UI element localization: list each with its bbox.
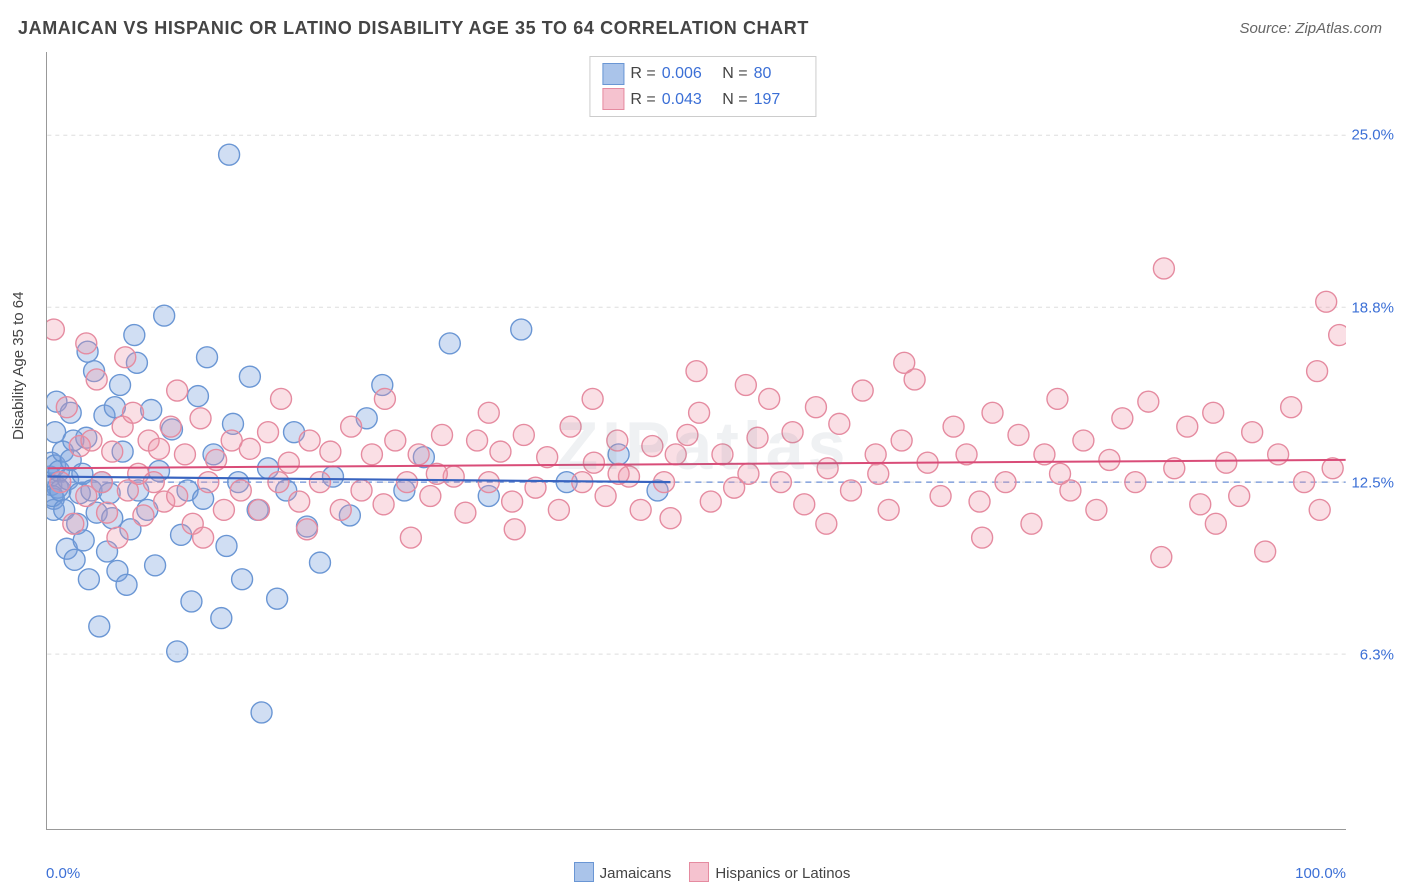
plot-area (46, 52, 1346, 830)
chart-title: JAMAICAN VS HISPANIC OR LATINO DISABILIT… (18, 18, 809, 39)
legend-swatch (602, 63, 624, 85)
scatter-svg (47, 52, 1346, 829)
legend-series-label: Hispanics or Latinos (715, 865, 850, 882)
legend-row: R = 0.006 N =80 (602, 61, 803, 87)
legend-r-value: 0.006 (662, 61, 712, 87)
legend-r-label: R = (630, 61, 655, 87)
legend-n-value: 197 (754, 87, 804, 113)
legend-n-value: 80 (754, 61, 804, 87)
legend-series-label: Jamaicans (600, 865, 672, 882)
legend-swatch (602, 88, 624, 110)
legend-swatch (574, 862, 594, 882)
y-tick-label: 18.8% (1351, 299, 1394, 316)
y-tick-label: 6.3% (1360, 646, 1394, 663)
legend-n-label: N = (718, 87, 748, 113)
legend-n-label: N = (718, 61, 748, 87)
series-legend: Jamaicans Hispanics or Latinos (0, 862, 1406, 882)
source-label: Source: ZipAtlas.com (1239, 20, 1382, 37)
y-tick-label: 25.0% (1351, 127, 1394, 144)
y-axis-label: Disability Age 35 to 64 (10, 292, 27, 440)
legend-r-label: R = (630, 87, 655, 113)
correlation-legend: R = 0.006 N =80 R = 0.043 N =197 (589, 56, 816, 117)
legend-row: R = 0.043 N =197 (602, 87, 803, 113)
legend-swatch (689, 862, 709, 882)
y-tick-label: 12.5% (1351, 474, 1394, 491)
legend-r-value: 0.043 (662, 87, 712, 113)
